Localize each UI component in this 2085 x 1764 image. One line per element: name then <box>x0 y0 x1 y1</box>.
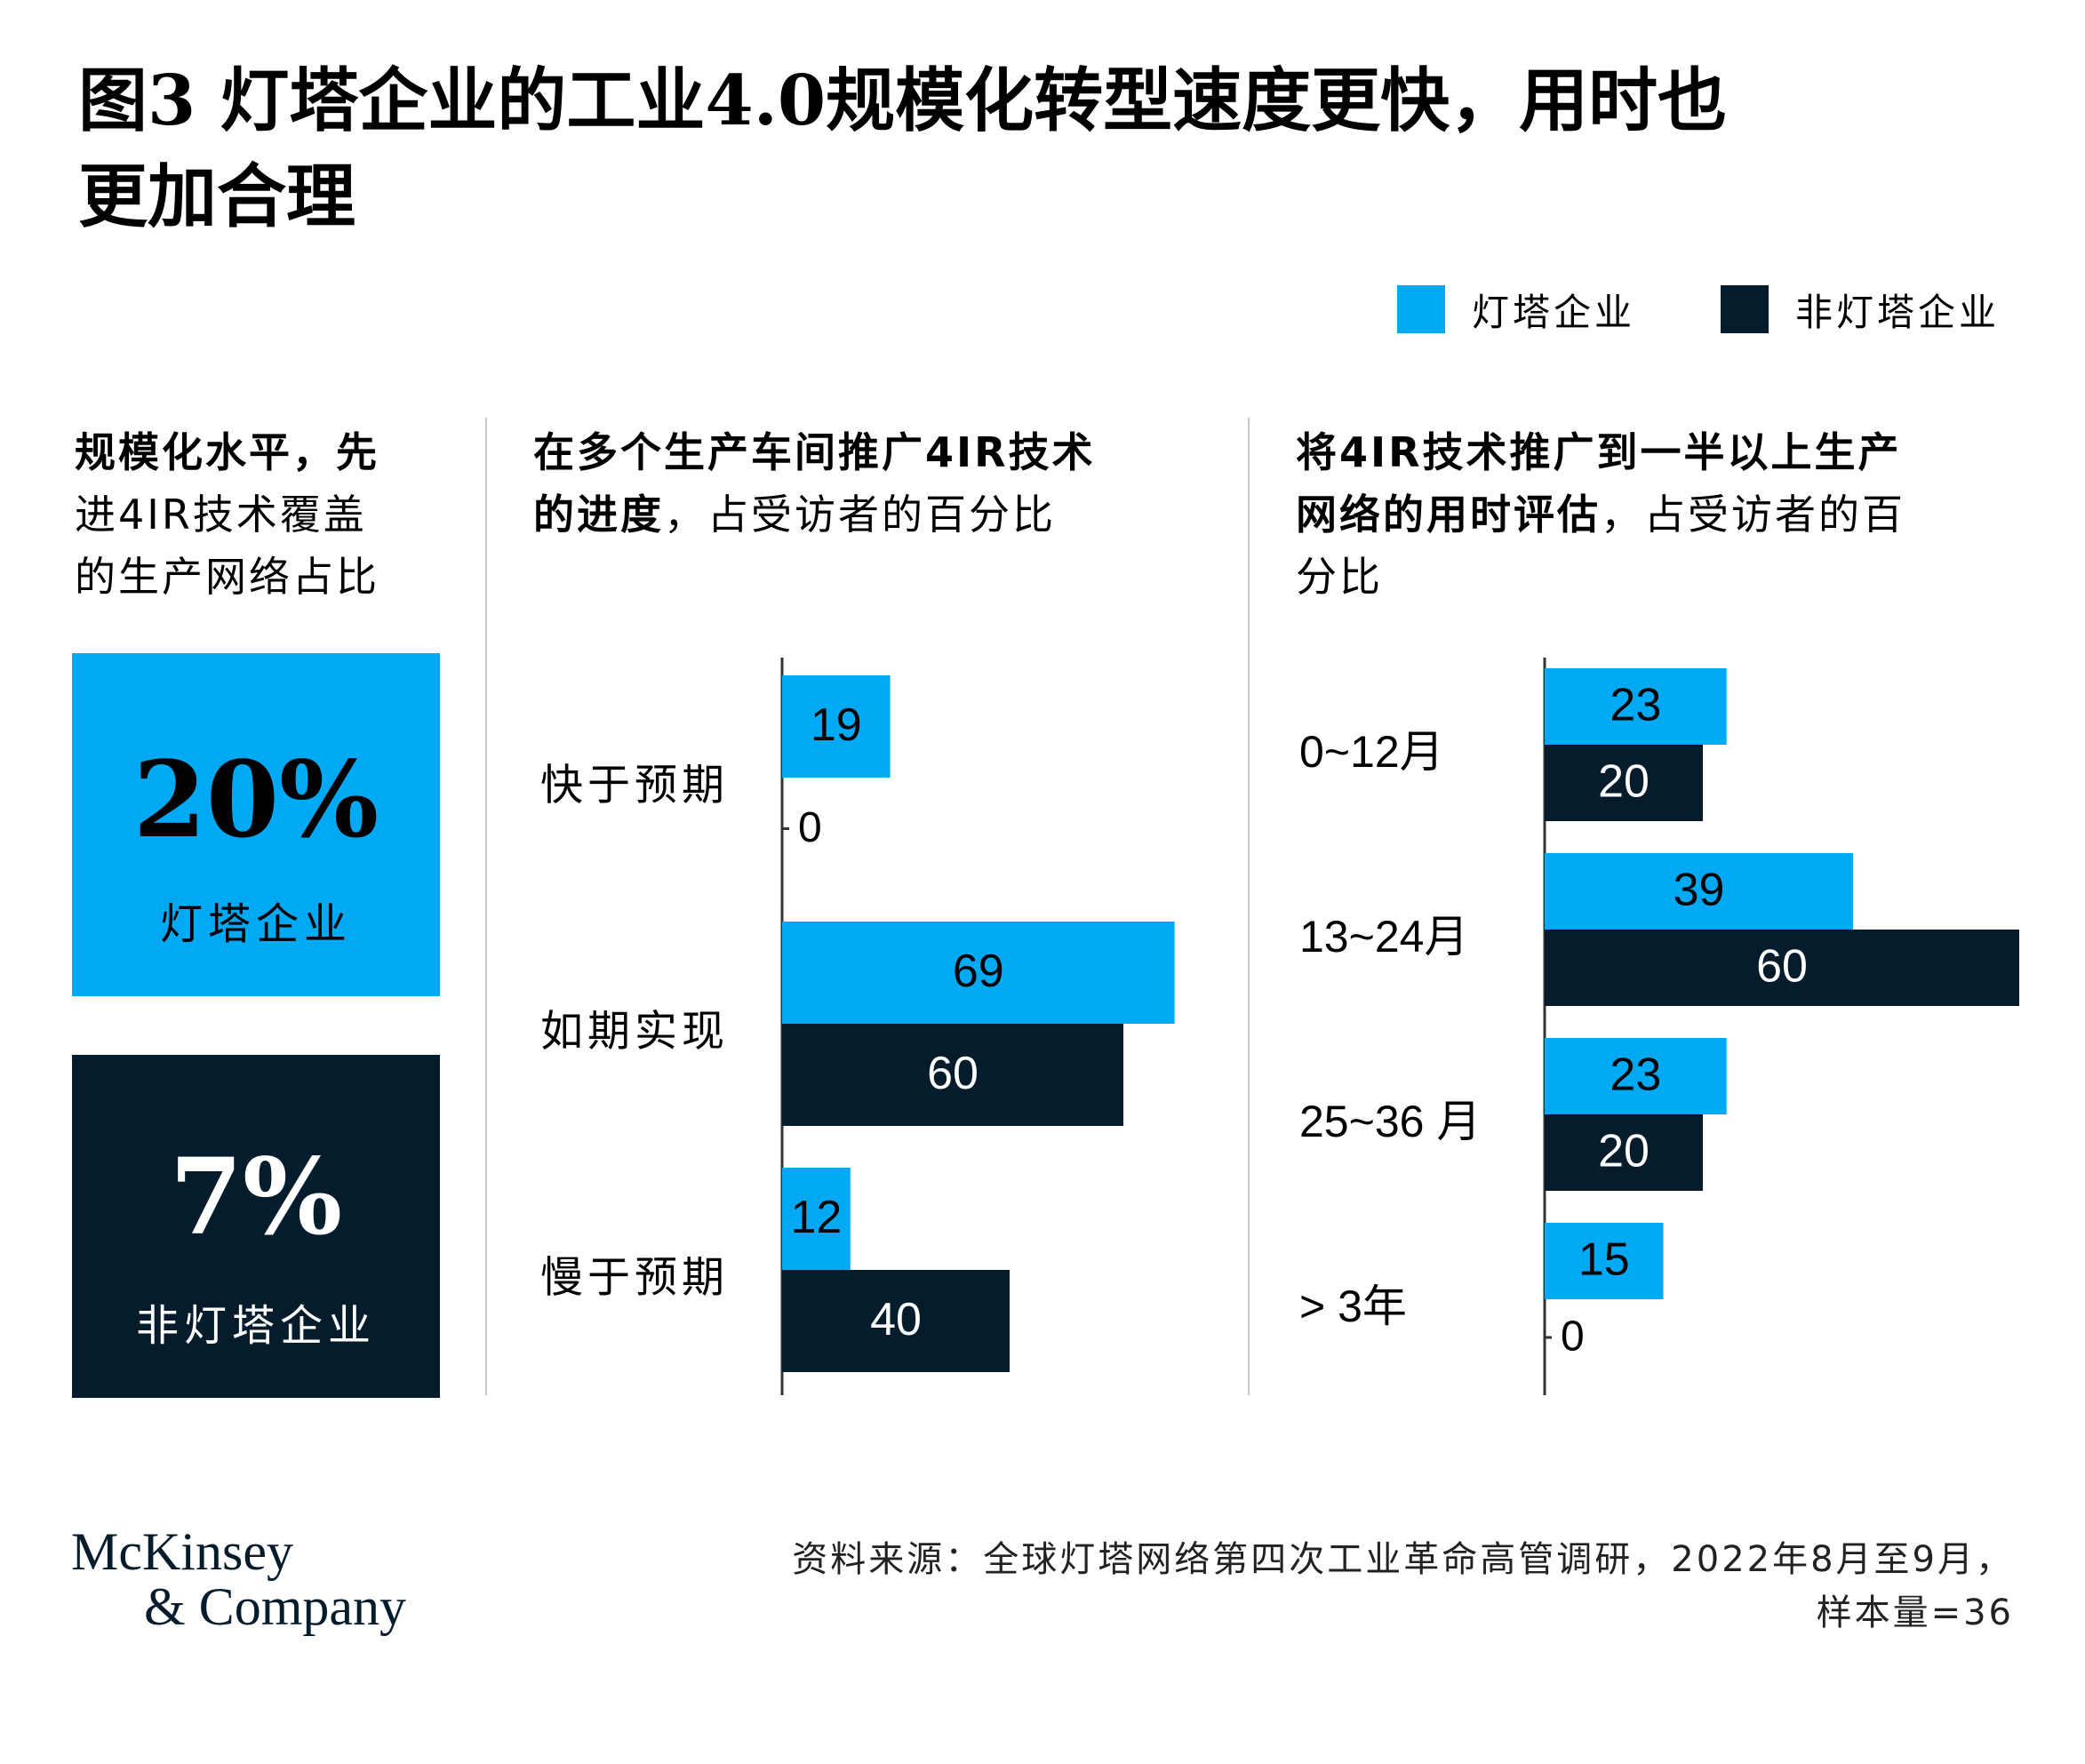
chart2-bar <box>1545 1114 1703 1191</box>
chart2-data-label: 20 <box>1598 1126 1650 1177</box>
kpi-lighthouse: 20% 灯塔企业 <box>72 653 440 996</box>
chart2-data-label: 15 <box>1578 1234 1630 1286</box>
chart1-data-label: 69 <box>953 946 1004 997</box>
chart2-bar <box>1545 668 1727 745</box>
panel2-title-line-2-bold: 的进度 <box>533 491 664 539</box>
divider-1 <box>485 418 487 1395</box>
kpi-non-lighthouse: 7% 非灯塔企业 <box>72 1055 440 1398</box>
source-line-2: 样本量=36 <box>1816 1592 2014 1633</box>
chart1-data-label: 40 <box>870 1294 922 1345</box>
chart1-category-label: 如期实现 <box>540 1009 729 1056</box>
panel1-title: 规模化水平，先 进4IR技术覆盖 的生产网络占比 <box>75 421 448 608</box>
panel3-title-line-2-bold: 网络的用时评估 <box>1296 491 1601 539</box>
chart2-data-label: 23 <box>1610 1050 1661 1101</box>
chart1-bar <box>782 1024 1123 1126</box>
chart2-data-label: 39 <box>1674 865 1725 916</box>
logo-line-1: McKinsey <box>71 1522 293 1581</box>
panel3-title: 将4IR技术推广到一半以上生产 网络的用时评估，占受访者的百 分比 <box>1296 421 2025 608</box>
legend-label-non-lighthouse: 非灯塔企业 <box>1795 290 2001 334</box>
panel3-title-line-2-rest: ，占受访者的百 <box>1601 491 1905 539</box>
chart1-bar <box>782 1270 1010 1372</box>
chart2-category-label: 0~12月 <box>1299 727 1444 777</box>
mckinsey-logo: McKinsey & Company <box>71 1524 406 1634</box>
chart1-bar <box>782 1168 851 1270</box>
logo-line-2: & Company <box>144 1577 406 1636</box>
panel1-title-line-2: 进4IR技术覆盖 <box>75 491 367 539</box>
chart2-category-label: > 3年 <box>1299 1281 1407 1331</box>
chart2-data-label: 23 <box>1610 680 1661 731</box>
chart2-bar <box>1545 930 2019 1006</box>
chart2-bar <box>1545 745 1703 821</box>
kpi-lighthouse-value: 20% <box>132 738 379 861</box>
chart1-data-label: 60 <box>927 1048 979 1099</box>
chart2-bar <box>1545 1223 1664 1299</box>
divider-2 <box>1248 418 1250 1395</box>
chart2-data-label: 0 <box>1561 1313 1585 1361</box>
chart1-bar <box>782 675 891 778</box>
chart1-category-label: 快于预期 <box>540 762 729 810</box>
page-title: 图3 灯塔企业的工业4.0规模化转型速度更快，用时也 更加合理 <box>78 53 2051 245</box>
kpi-non-lighthouse-label: 非灯塔企业 <box>135 1301 376 1351</box>
panel2-title-line-2: 的进度，占受访者的百分比 <box>533 483 1226 546</box>
panel1-title-bold: 规模化水平，先 <box>75 428 379 476</box>
legend-swatch-non-lighthouse <box>1721 285 1769 333</box>
chart1-data-label: 0 <box>798 804 822 851</box>
chart2-data-label: 60 <box>1756 941 1808 993</box>
legend-swatch-lighthouse <box>1397 285 1445 333</box>
kpi-non-lighthouse-value: 7% <box>169 1135 343 1258</box>
panel3-title-line-3: 分比 <box>1296 553 1383 601</box>
panel2-title: 在多个生产车间推广4IR技术 的进度，占受访者的百分比 <box>533 421 1226 546</box>
panel3-title-line-2: 网络的用时评估，占受访者的百 <box>1296 483 2025 546</box>
panel2-title-line-2-rest: ，占受访者的百分比 <box>664 491 1056 539</box>
chart1-category-label: 慢于预期 <box>540 1255 729 1302</box>
source-note: 资料来源：全球灯塔网络第四次工业革命高管调研，2022年8月至9月， 样本量=3… <box>792 1533 2014 1640</box>
source-line-1: 资料来源：全球灯塔网络第四次工业革命高管调研，2022年8月至9月， <box>792 1539 2014 1580</box>
panel2-title-line-1: 在多个生产车间推广4IR技术 <box>533 428 1096 476</box>
chart2-category-label: 13~24月 <box>1299 912 1468 962</box>
chart2-bar <box>1545 853 1854 930</box>
legend-label-lighthouse: 灯塔企业 <box>1472 290 1636 334</box>
chart1-bar <box>782 922 1175 1024</box>
chart2-bar <box>1545 1038 1727 1114</box>
chart1-data-label: 12 <box>790 1192 842 1243</box>
kpi-lighthouse-label: 灯塔企业 <box>159 899 352 949</box>
title-line-1: 图3 灯塔企业的工业4.0规模化转型速度更快，用时也 <box>78 60 1728 141</box>
chart1-data-label: 19 <box>811 699 862 751</box>
chart2-category-label: 25~36 月 <box>1299 1097 1481 1146</box>
chart2-data-label: 20 <box>1598 756 1650 808</box>
title-line-2: 更加合理 <box>78 156 356 237</box>
panel1-title-line-1: 规模化水平，先 <box>75 421 448 483</box>
panel1-title-line-3: 的生产网络占比 <box>75 553 379 601</box>
panel3-title-line-1: 将4IR技术推广到一半以上生产 <box>1296 428 1902 476</box>
legend-lighthouse: 灯塔企业 <box>1397 283 1635 336</box>
legend-non-lighthouse: 非灯塔企业 <box>1721 283 2000 336</box>
